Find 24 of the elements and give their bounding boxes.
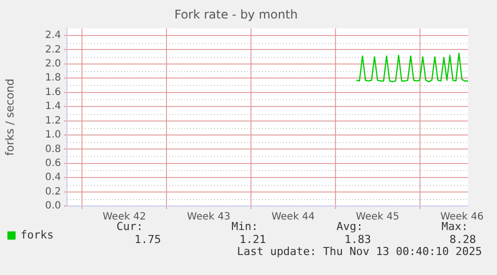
y-tick-label: 2.2 <box>45 44 61 56</box>
y-tick-label: 1.8 <box>45 72 61 84</box>
y-tick-label: 0.2 <box>45 186 61 198</box>
y-tick-label: 1.4 <box>45 101 61 112</box>
y-tick-label: 0.4 <box>45 172 61 184</box>
chart-title: Fork rate - by month <box>174 7 298 22</box>
text: 1.83 <box>344 232 371 246</box>
text: Last update: Thu Nov 13 00:40:10 2025 <box>236 244 482 258</box>
y-tick-label: 1.2 <box>45 115 61 126</box>
text: 1.75 <box>134 232 161 246</box>
x-tick-label: Week 43 <box>187 212 230 223</box>
y-axis-title: forks / second <box>3 78 16 156</box>
text: 1.21 <box>240 232 266 246</box>
y-tick-label: 0.8 <box>45 144 61 155</box>
x-tick-label: Week 44 <box>271 212 315 223</box>
text: 8.28 <box>450 232 476 246</box>
y-tick-label: 0.6 <box>45 158 61 169</box>
y-tick-label: 2.0 <box>45 58 61 70</box>
text: Min: <box>232 220 258 233</box>
legend-label: forks <box>20 228 54 242</box>
y-tick-label: 1.6 <box>45 86 61 98</box>
y-tick-label: 0.0 <box>45 200 61 212</box>
y-tick-label: 1.0 <box>45 130 61 141</box>
y-tick-label: 2.4 <box>45 30 61 42</box>
